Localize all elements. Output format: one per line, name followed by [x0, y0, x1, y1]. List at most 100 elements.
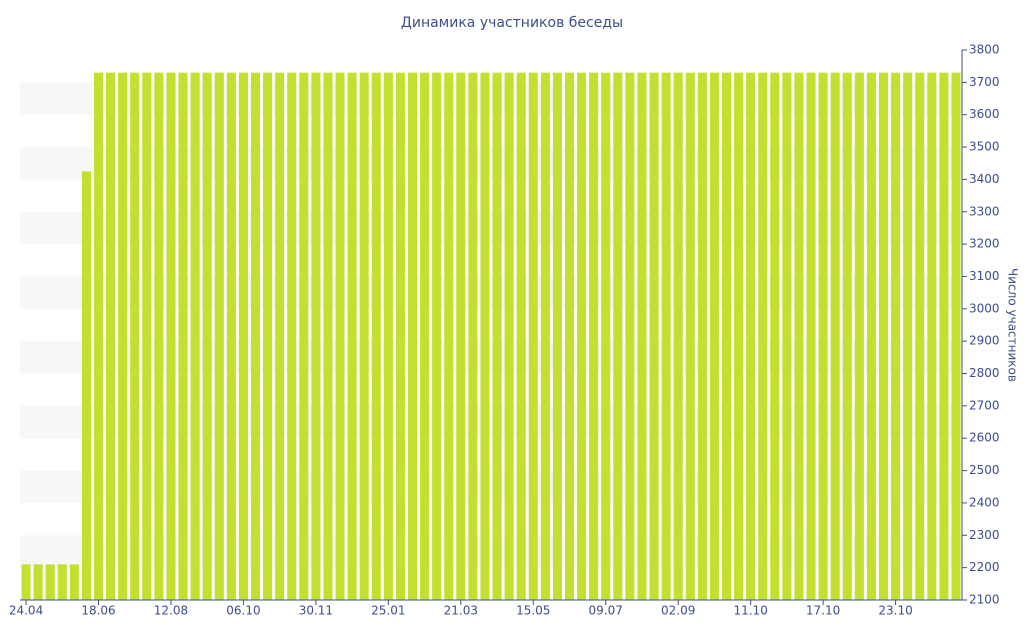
bar [878, 72, 889, 601]
grid-band [20, 82, 962, 115]
bar [226, 72, 236, 601]
bar [420, 72, 430, 601]
grid-band [20, 535, 962, 568]
y-tick-label: 3000 [969, 301, 1000, 315]
bar [818, 72, 828, 601]
bar [347, 72, 357, 601]
bar [782, 72, 792, 601]
bar [758, 72, 768, 601]
bar [528, 72, 538, 601]
bar [311, 72, 321, 601]
bar [299, 72, 309, 601]
bar [93, 72, 104, 601]
bar [275, 72, 285, 601]
bar [118, 72, 128, 601]
y-tick-label: 3600 [969, 107, 1000, 121]
bar [504, 72, 514, 601]
bar [106, 72, 116, 601]
bar [577, 72, 587, 601]
grid-band [20, 276, 962, 309]
bar [287, 72, 297, 601]
x-tick-label: 17.10 [806, 604, 840, 618]
bar [190, 72, 200, 601]
bar [214, 72, 224, 601]
x-tick-label: 18.06 [81, 604, 115, 618]
y-tick-label: 3500 [969, 140, 1000, 154]
bar [721, 72, 732, 601]
bar [625, 72, 635, 601]
bar [263, 72, 273, 601]
grid-band [20, 470, 962, 503]
bar [540, 72, 550, 601]
bar [250, 72, 261, 601]
bar [806, 72, 816, 601]
bar [432, 72, 442, 601]
y-tick-label: 2700 [969, 398, 1000, 412]
bar [371, 72, 381, 601]
bar [564, 72, 575, 601]
y-tick-label: 3200 [969, 237, 1000, 251]
grid-band [20, 211, 962, 245]
bar [335, 72, 345, 601]
y-tick-label: 2300 [969, 528, 1000, 542]
bar [770, 72, 780, 601]
bar [468, 72, 478, 601]
bar [407, 72, 418, 601]
bar [734, 72, 744, 601]
bar [154, 72, 164, 601]
bar [142, 72, 152, 601]
x-tick-label: 23.10 [878, 604, 912, 618]
bar [709, 72, 719, 601]
bar [649, 72, 659, 601]
bar [951, 72, 961, 601]
bar [33, 564, 43, 600]
bar [45, 564, 55, 600]
y-tick-label: 3700 [969, 75, 1000, 89]
x-tick-label: 12.08 [154, 604, 188, 618]
bar [673, 72, 683, 601]
bar [891, 72, 901, 601]
bar [480, 72, 490, 601]
chart-title: Динамика участников беседы [401, 15, 623, 31]
grid-band [20, 147, 962, 180]
y-tick-label: 2100 [969, 593, 1000, 607]
bar [842, 72, 852, 601]
bar [927, 72, 937, 601]
bar [238, 72, 248, 601]
bar [601, 72, 611, 601]
bar [359, 72, 369, 601]
y-tick-label: 2500 [969, 463, 1000, 477]
bar [661, 72, 671, 601]
x-tick-label: 02.09 [661, 604, 695, 618]
bar [697, 72, 707, 601]
bar [202, 72, 212, 601]
bar [939, 72, 949, 601]
x-tick-label: 15.05 [516, 604, 550, 618]
y-tick-label: 2200 [969, 560, 1000, 574]
bar [130, 72, 140, 601]
bar [492, 72, 502, 601]
bar [57, 564, 67, 600]
y-tick-label: 3400 [969, 172, 1000, 186]
x-tick-label: 06.10 [226, 604, 260, 618]
y-tick-label: 2900 [969, 334, 1000, 348]
bar [746, 72, 756, 601]
bar [589, 72, 599, 601]
y-tick-label: 2800 [969, 366, 1000, 380]
bar [637, 72, 647, 601]
y-tick-label: 2400 [969, 495, 1000, 509]
bar [552, 72, 562, 601]
bar [21, 564, 31, 600]
bar [516, 72, 526, 601]
grid-band [20, 341, 962, 374]
y-tick-label: 2600 [969, 431, 1000, 445]
bar [613, 72, 623, 601]
y-tick-label: 3100 [969, 269, 1000, 283]
x-tick-label: 25.01 [371, 604, 405, 618]
bar [794, 72, 804, 601]
x-tick-label: 09.07 [589, 604, 623, 618]
y-axis-label: Число участников [1006, 268, 1020, 382]
bar [915, 72, 925, 601]
bar [81, 171, 91, 600]
y-tick-label: 3300 [969, 204, 1000, 218]
